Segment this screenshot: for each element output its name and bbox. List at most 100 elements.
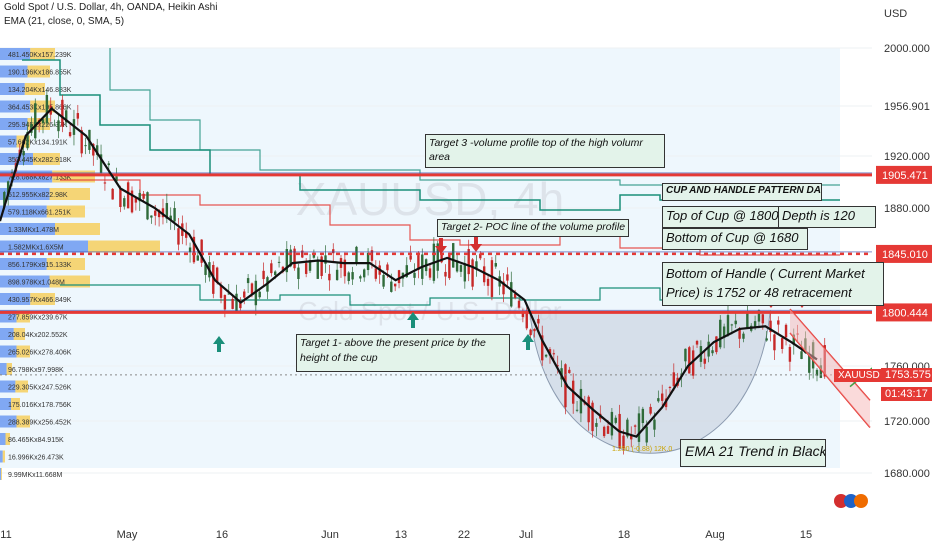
- volume-profile-bar-buy: [0, 468, 2, 480]
- candle-body: [343, 259, 347, 277]
- candle-body: [691, 350, 695, 376]
- target2-note[interactable]: Target 2- POC line of the volume profile: [437, 219, 629, 237]
- volume-profile-label: 512.955Kx822.98K: [8, 192, 68, 199]
- candle-body: [757, 310, 761, 322]
- candle-body: [703, 358, 706, 364]
- volume-profile-label: 430.957Kx466.849K: [8, 297, 72, 304]
- price-tick-label: 1920.000: [884, 151, 930, 163]
- candle-body: [633, 425, 637, 427]
- time-tick-label: Aug: [705, 529, 725, 541]
- candle-body: [467, 249, 470, 275]
- candle-body: [150, 215, 153, 218]
- candle-body: [641, 408, 645, 424]
- candle-body: [80, 130, 83, 154]
- candle-body: [784, 324, 788, 338]
- candle-body: [68, 132, 72, 137]
- volume-profile-bar-buy: [0, 100, 31, 113]
- cup-title[interactable]: CUP AND HANDLE PATTERN DATA: [662, 183, 822, 201]
- candle-body: [26, 131, 29, 149]
- volume-profile-bar-buy: [0, 380, 16, 393]
- candle-body: [688, 347, 691, 374]
- volume-profile-label: 364.453Kx195.866K: [8, 105, 72, 112]
- volume-profile-bar-sell: [11, 398, 20, 410]
- target1-note[interactable]: Target 1- above the present price by the…: [296, 334, 510, 372]
- candle-body: [568, 369, 571, 374]
- volume-profile-bar-sell: [15, 380, 28, 393]
- candle-body: [277, 261, 281, 263]
- candle-body: [417, 255, 420, 270]
- volume-profile-bar-buy: [0, 205, 47, 218]
- target3-note[interactable]: Target 3 -volume profile top of the high…: [425, 134, 665, 168]
- candle-body: [486, 278, 490, 286]
- candle-body: [41, 119, 45, 124]
- candle-body: [544, 354, 548, 357]
- volume-profile-bar-buy: [0, 345, 17, 358]
- candle-body: [184, 231, 188, 238]
- candle-body: [324, 255, 327, 264]
- price-tick-label: 1720.000: [884, 416, 930, 428]
- candle-body: [366, 252, 370, 271]
- candle-body: [258, 291, 261, 298]
- volume-profile-label: 898.978Kx1.048M: [8, 280, 65, 287]
- candle-body: [115, 176, 118, 182]
- time-tick-label: Jul: [519, 529, 533, 541]
- candle-body: [169, 215, 172, 221]
- volume-profile-bar-buy: [0, 188, 50, 200]
- candle-body: [653, 419, 656, 430]
- time-tick-label: 13: [395, 529, 407, 541]
- time-tick-label: 18: [618, 529, 630, 541]
- candle-body: [606, 426, 610, 434]
- volume-profile-bar-buy: [0, 328, 14, 340]
- candle-body: [382, 274, 385, 287]
- candle-body: [397, 270, 401, 284]
- candle-body: [250, 283, 254, 296]
- volume-profile-bar-buy: [0, 258, 47, 270]
- fib-label: 1.290 (-0.88) 12K.0: [612, 446, 673, 453]
- candle-body: [479, 253, 482, 259]
- volume-profile-bar-sell: [46, 258, 85, 270]
- level-price-tag: [876, 303, 932, 322]
- candle-body: [513, 293, 517, 298]
- candle-body: [320, 256, 323, 276]
- candle-body: [355, 246, 358, 263]
- flag-icons: [834, 494, 868, 508]
- volume-profile-label: 175.016Kx178.756K: [8, 402, 72, 409]
- candle-body: [649, 406, 652, 414]
- candle-body: [332, 249, 335, 254]
- candle-body: [308, 260, 312, 271]
- candle-body: [746, 312, 749, 328]
- volume-profile-bar-sell: [24, 83, 45, 95]
- bottom-of-handle-note[interactable]: Bottom of Handle ( Current Market Price)…: [662, 262, 884, 306]
- candle-body: [130, 190, 134, 213]
- top-of-cup-note[interactable]: Top of Cup @ 1800: [662, 206, 780, 228]
- volume-profile-bar-sell: [30, 293, 55, 305]
- volume-profile-label: 86.465Kx84.915K: [8, 437, 64, 444]
- candle-body: [707, 341, 710, 357]
- time-tick-label: 22: [458, 529, 470, 541]
- candle-body: [215, 267, 219, 283]
- candle-body: [587, 396, 590, 423]
- volume-profile-label: 16.996Kx26.473K: [8, 455, 64, 462]
- candle-body: [246, 278, 250, 284]
- candle-body: [335, 269, 339, 281]
- ema-21-line: [0, 107, 818, 438]
- volume-profile-label: 1.582MKx1.6X5M: [8, 245, 64, 252]
- volume-profile-step-lines: [22, 48, 840, 306]
- ema-trend-note[interactable]: EMA 21 Trend in Black: [680, 439, 826, 467]
- current-price-tag: 1753.575: [881, 368, 932, 382]
- volume-profile-label: 1.33MKx1.478M: [8, 227, 59, 234]
- candle-body: [614, 417, 617, 423]
- bottom-of-cup-note[interactable]: Bottom of Cup @ 1680: [662, 228, 808, 250]
- candle-body: [146, 192, 149, 220]
- volume-profile-bar-sell: [88, 240, 160, 253]
- candle-body: [742, 333, 745, 339]
- candle-body: [455, 260, 459, 272]
- candle-body: [672, 372, 676, 387]
- candle-body: [753, 321, 757, 329]
- candle-body: [765, 338, 768, 341]
- candle-body: [177, 228, 180, 245]
- volume-top-step: [22, 59, 840, 211]
- depth-note[interactable]: Depth is 120: [778, 206, 876, 228]
- volume-profile-bar-buy: [0, 293, 31, 305]
- price-tick-label: 1956.901: [884, 101, 930, 113]
